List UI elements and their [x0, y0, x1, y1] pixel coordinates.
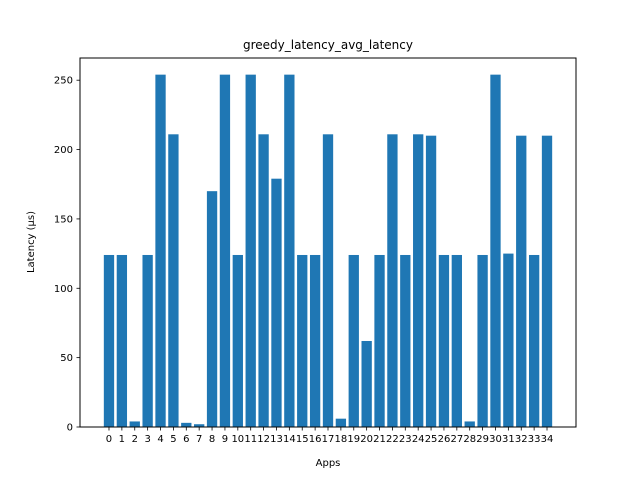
bar-app-22: [387, 134, 398, 428]
bar-app-2: [129, 421, 140, 427]
bar-app-15: [297, 254, 308, 427]
x-tick-label: 32: [515, 434, 528, 445]
bar-app-27: [451, 254, 462, 427]
x-tick-label: 2: [132, 434, 138, 445]
x-tick-label: 28: [463, 434, 476, 445]
x-tick-label: 25: [425, 434, 438, 445]
x-tick-label: 6: [183, 434, 189, 445]
bar-app-20: [361, 340, 372, 427]
x-tick-label: 12: [257, 434, 270, 445]
x-tick-label: 7: [196, 434, 202, 445]
x-tick-label: 27: [450, 434, 463, 445]
x-tick-label: 31: [502, 434, 515, 445]
x-tick-label: 1: [119, 434, 125, 445]
x-tick-label: 14: [283, 434, 296, 445]
x-tick-label: 20: [360, 434, 373, 445]
x-tick-label: 23: [399, 434, 412, 445]
bar-app-7: [194, 424, 205, 427]
x-tick-label: 21: [373, 434, 386, 445]
chart-title: greedy_latency_avg_latency: [243, 38, 413, 52]
x-tick-label: 24: [412, 434, 425, 445]
bar-app-9: [219, 74, 231, 428]
x-tick-label: 29: [476, 434, 489, 445]
bar-app-18: [335, 418, 347, 427]
y-tick-label: 250: [54, 76, 73, 87]
x-tick-label: 26: [438, 434, 451, 445]
x-ticks-group: 0 1 2 3 4 5 6 7 8 9 10 11 12 13 14 15 16 17 18 19 20 21 22 23 24…: [106, 427, 554, 445]
x-tick-label: 16: [309, 434, 322, 445]
x-tick-label: 19: [347, 434, 360, 445]
bar-app-3: [142, 254, 153, 427]
x-tick-label: 10: [231, 434, 244, 445]
bar-app-28: [464, 421, 475, 427]
y-tick-label: 50: [60, 353, 73, 364]
x-tick-label: 30: [489, 434, 502, 445]
bar-app-30: [490, 74, 501, 428]
bar-app-34: [541, 135, 553, 427]
x-tick-label: 5: [170, 434, 176, 445]
x-tick-label: 18: [335, 434, 348, 445]
x-tick-label: 13: [270, 434, 283, 445]
bars-group: [103, 74, 553, 428]
bar-app-32: [516, 135, 527, 427]
bar-app-13: [271, 178, 282, 427]
x-tick-label: 8: [209, 434, 215, 445]
y-tick-label: 200: [54, 145, 73, 156]
bar-app-23: [400, 254, 411, 427]
bar-app-6: [181, 422, 192, 427]
bar-app-0: [103, 254, 115, 427]
x-tick-label: 22: [386, 434, 399, 445]
bar-app-10: [232, 254, 243, 427]
bar-app-5: [168, 134, 179, 428]
bar-app-8: [206, 191, 218, 427]
bar-app-11: [245, 74, 256, 428]
x-tick-label: 4: [157, 434, 163, 445]
bar-app-4: [155, 74, 166, 428]
y-axis-label: Latency (µs): [26, 211, 37, 273]
x-tick-label: 3: [144, 434, 150, 445]
y-tick-label: 0: [67, 423, 73, 434]
x-tick-label: 34: [541, 434, 554, 445]
bar-app-26: [438, 254, 450, 427]
x-axis-label: Apps: [316, 458, 341, 469]
x-tick-label: 33: [528, 434, 541, 445]
x-tick-label: 11: [244, 434, 257, 445]
bar-app-31: [503, 253, 514, 427]
x-tick-label: 0: [106, 434, 112, 445]
y-tick-label: 100: [54, 284, 73, 295]
x-tick-label: 9: [222, 434, 228, 445]
plot-frame: [79, 57, 577, 428]
bar-app-1: [116, 254, 128, 427]
y-tick-label: 150: [54, 214, 73, 225]
x-tick-label: 15: [296, 434, 309, 445]
bar-app-19: [348, 254, 359, 427]
bar-app-17: [322, 134, 334, 428]
bar-app-33: [528, 254, 540, 427]
bar-app-16: [309, 254, 321, 427]
bar-app-12: [258, 134, 269, 428]
bar-app-21: [374, 254, 385, 427]
x-tick-label: 17: [322, 434, 335, 445]
bar-app-24: [413, 134, 424, 428]
bar-app-29: [477, 254, 488, 427]
bar-app-25: [425, 135, 437, 427]
y-ticks-group: 0 50 100 150 200 250: [54, 76, 80, 434]
bar-app-14: [284, 74, 295, 428]
